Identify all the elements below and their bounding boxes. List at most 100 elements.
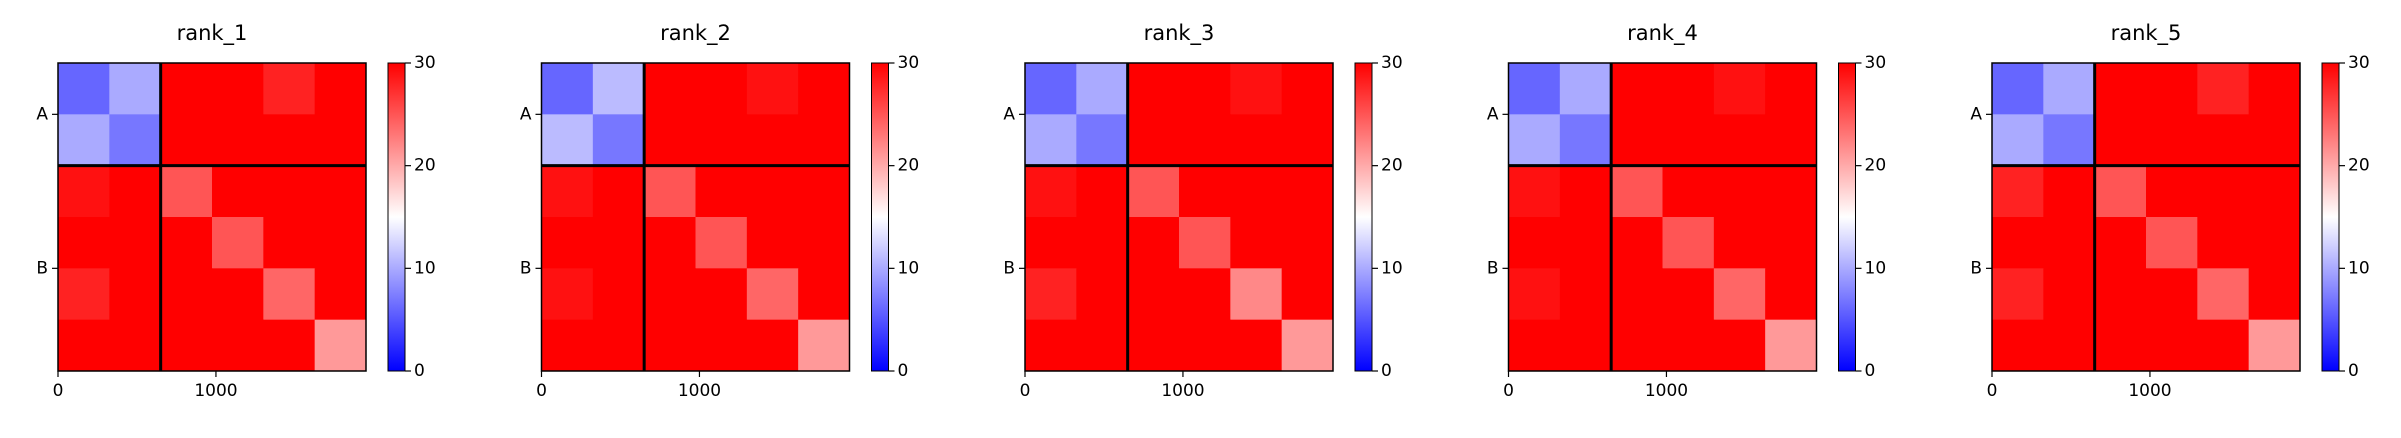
heatmap-cell xyxy=(109,217,162,269)
heatmap-cell xyxy=(695,319,748,372)
heatmap-cell xyxy=(1713,63,1766,115)
x-tick-label: 1000 xyxy=(1645,381,1688,401)
plot-frame xyxy=(57,62,367,372)
heatmap-cell xyxy=(1765,165,1817,218)
heatmap-cell xyxy=(746,63,799,115)
colorbar-tick-label: 30 xyxy=(2348,53,2370,73)
heatmap-cell xyxy=(212,63,264,115)
heatmap-cell xyxy=(263,165,316,218)
heatmap-cell xyxy=(212,165,264,218)
heatmap-cell xyxy=(58,165,110,218)
heatmap-cell xyxy=(314,268,367,321)
heatmap-cell xyxy=(541,217,594,269)
heatmap-cell xyxy=(1713,319,1766,372)
heatmap-cell xyxy=(746,319,799,372)
heatmap-cell xyxy=(1127,63,1180,115)
heatmap-cell xyxy=(160,268,213,321)
heatmap-cell xyxy=(1179,268,1231,321)
colorbar xyxy=(1354,62,1373,372)
heatmap-cell xyxy=(1508,165,1561,218)
heatmap-cell xyxy=(2094,114,2147,167)
heatmap-cell xyxy=(1025,114,1077,167)
heatmap-cell xyxy=(1713,165,1766,218)
colorbar-tick-label: 10 xyxy=(1381,258,1403,278)
heatmap-cell xyxy=(1230,217,1283,269)
x-tick-label: 0 xyxy=(1987,381,1998,401)
heatmap-cell xyxy=(1076,268,1129,321)
heatmap-cell xyxy=(2094,217,2147,269)
heatmap-cell xyxy=(1230,165,1283,218)
heatmap-cell xyxy=(695,217,748,269)
heatmap-cell xyxy=(314,319,367,372)
heatmap-cell xyxy=(592,63,645,115)
colorbar-tick-label: 20 xyxy=(898,156,920,176)
x-tick-label: 0 xyxy=(536,381,547,401)
colorbar-tick-label: 20 xyxy=(2348,156,2370,176)
heatmap-cell xyxy=(2043,165,2096,218)
heatmap-cell xyxy=(1076,217,1129,269)
heatmap-cell xyxy=(541,63,594,115)
heatmap-cell xyxy=(2248,165,2301,218)
heatmap-cell xyxy=(2094,319,2147,372)
colorbar xyxy=(871,62,889,372)
heatmap-cell xyxy=(1127,114,1180,167)
heatmap-cell xyxy=(314,217,367,269)
heatmap-cell xyxy=(314,165,367,218)
heatmap-cell xyxy=(1559,268,1612,321)
heatmap-cell xyxy=(1662,217,1715,269)
heatmap-cell xyxy=(592,319,645,372)
heatmap-cell xyxy=(1992,165,2044,218)
colorbar-tick-label: 30 xyxy=(1381,53,1403,73)
heatmap-cell xyxy=(58,217,110,269)
heatmap-cell xyxy=(263,63,316,115)
heatmap-cell xyxy=(644,319,696,372)
heatmap-cell xyxy=(1127,165,1180,218)
heatmap-cell xyxy=(541,268,594,321)
heatmap-cell xyxy=(1559,114,1612,167)
x-tick-label: 0 xyxy=(1503,381,1514,401)
heatmap-cell xyxy=(1662,165,1715,218)
heatmap-cell xyxy=(1076,165,1129,218)
heatmap-cell xyxy=(212,217,264,269)
heatmap-cell xyxy=(1025,165,1077,218)
heatmap-cell xyxy=(644,165,696,218)
heatmap-cell xyxy=(1508,217,1561,269)
heatmap-cell xyxy=(644,217,696,269)
heatmap-cell xyxy=(2043,319,2096,372)
heatmap-cell xyxy=(1611,165,1663,218)
heatmap-cell xyxy=(109,319,162,372)
heatmap-cell xyxy=(1992,268,2044,321)
heatmap-cell xyxy=(1992,217,2044,269)
heatmap-cell xyxy=(1127,217,1180,269)
heatmap-cell xyxy=(2094,268,2147,321)
panel-title: rank_2 xyxy=(660,21,731,46)
panel-title: rank_4 xyxy=(1627,21,1698,46)
heatmap-cell xyxy=(109,165,162,218)
colorbar-tick-label: 10 xyxy=(898,258,920,278)
x-tick-label: 1000 xyxy=(1161,381,1204,401)
colorbar-tick-label: 0 xyxy=(2348,361,2359,381)
heatmap-cell xyxy=(798,63,850,115)
heatmap-cell xyxy=(1765,319,1817,372)
heatmap-cell xyxy=(1281,165,1334,218)
plot-frame xyxy=(1507,62,1818,372)
x-tick-label: 1000 xyxy=(2128,381,2171,401)
heatmap-cell xyxy=(2146,63,2198,115)
colorbar-tick-label: 20 xyxy=(1865,156,1887,176)
colorbar-tick-label: 20 xyxy=(414,156,436,176)
heatmap-cell xyxy=(2094,63,2147,115)
heatmap-cell xyxy=(1508,114,1561,167)
colorbar-tick-label: 30 xyxy=(1865,53,1887,73)
heatmap-cell xyxy=(1025,268,1077,321)
x-tick-label: 0 xyxy=(1020,381,1031,401)
heatmap-cell xyxy=(1992,114,2044,167)
heatmap-cell xyxy=(160,63,213,115)
heatmap-cell xyxy=(1508,63,1561,115)
heatmap-cell xyxy=(746,217,799,269)
heatmap-cell xyxy=(541,165,594,218)
heatmap-cell xyxy=(798,319,850,372)
y-tick-label: B xyxy=(1487,258,1499,278)
heatmap-cell xyxy=(2197,268,2250,321)
heatmap-cell xyxy=(1765,114,1817,167)
